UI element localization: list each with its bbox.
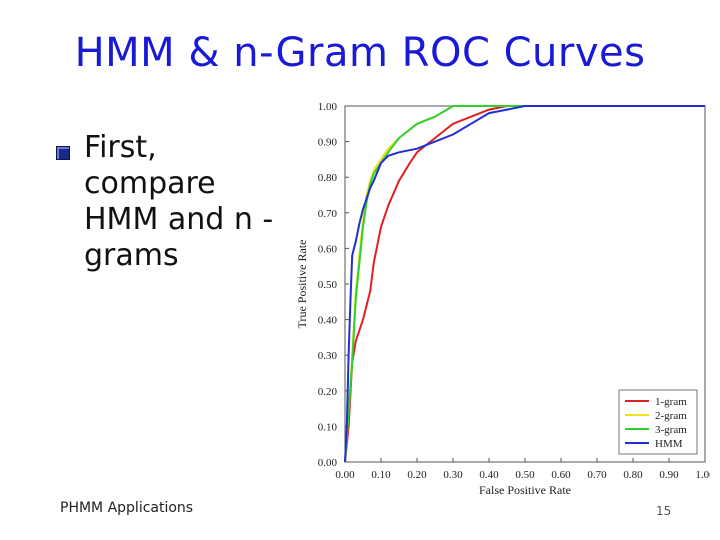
y-tick-label: 0.80 xyxy=(318,172,338,184)
x-tick-label: 0.40 xyxy=(479,469,499,481)
y-axis-label: True Positive Rate xyxy=(295,240,309,329)
x-axis-label: False Positive Rate xyxy=(479,483,571,497)
y-tick-label: 0.00 xyxy=(318,457,338,469)
y-tick-label: 0.70 xyxy=(318,208,338,220)
x-tick-label: 0.50 xyxy=(515,469,535,481)
x-tick-label: 1.00 xyxy=(695,469,710,481)
x-tick-label: 0.00 xyxy=(335,469,355,481)
legend-entry: 3-gram xyxy=(655,424,687,436)
slide-title: HMM & n-Gram ROC Curves xyxy=(74,30,646,76)
roc-chart: 0.00 0.10 0.20 0.30 0.40 0.50 0.60 0.70 0.80 0.90… xyxy=(295,101,710,497)
legend-entry: 1-gram xyxy=(655,396,687,408)
series-line-3-gram xyxy=(344,105,705,463)
y-tick-label: 1.00 xyxy=(318,101,338,113)
y-tick-label: 0.90 xyxy=(318,137,338,149)
y-tick-label: 0.60 xyxy=(318,243,338,255)
x-tick-label: 0.80 xyxy=(623,469,643,481)
series-line-hmm xyxy=(344,105,705,463)
legend-entry: HMM xyxy=(655,438,683,450)
legend: 1-gram 2-gram 3-gram HMM xyxy=(618,389,698,455)
square-bullet-icon xyxy=(56,146,70,160)
page-number: 15 xyxy=(656,504,672,518)
y-tick-label: 0.30 xyxy=(318,350,338,362)
x-tick-label: 0.70 xyxy=(587,469,607,481)
x-tick-label: 0.90 xyxy=(659,469,679,481)
y-tick-label: 0.20 xyxy=(318,386,338,398)
x-tick-label: 0.60 xyxy=(551,469,571,481)
y-tick-label: 0.10 xyxy=(318,421,338,433)
bullet-text: First, compare HMM and n -grams xyxy=(84,130,274,273)
legend-entry: 2-gram xyxy=(655,410,687,422)
y-tick-label: 0.50 xyxy=(318,279,338,291)
series-group xyxy=(344,105,705,463)
y-tick-label: 0.40 xyxy=(318,315,338,327)
axis-ticks: 0.00 0.10 0.20 0.30 0.40 0.50 0.60 0.70 0.80 0.90… xyxy=(318,101,710,481)
x-tick-label: 0.30 xyxy=(443,469,463,481)
footer-text: PHMM Applications xyxy=(60,500,194,516)
x-tick-label: 0.20 xyxy=(407,469,427,481)
x-tick-label: 0.10 xyxy=(371,469,391,481)
